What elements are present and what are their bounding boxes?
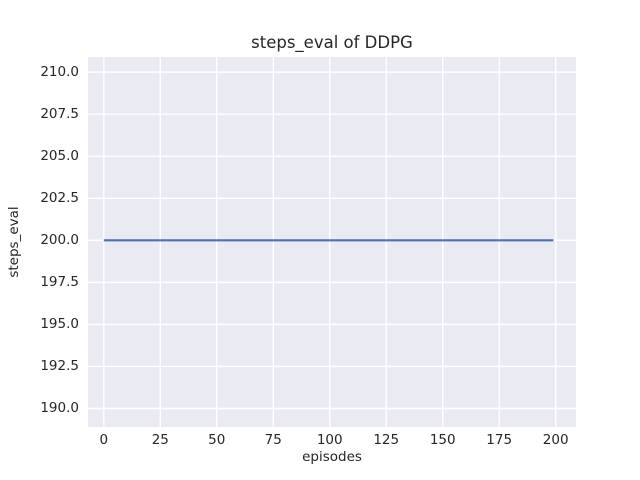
plot-area bbox=[88, 57, 576, 427]
x-tick-label: 0 bbox=[99, 432, 109, 448]
y-tick-label: 202.5 bbox=[40, 189, 79, 206]
y-tick-label: 195.0 bbox=[40, 315, 79, 332]
x-axis-label: episodes bbox=[302, 449, 362, 465]
x-tick-label: 150 bbox=[429, 432, 456, 448]
x-tick-label: 125 bbox=[373, 432, 400, 448]
y-tick-label: 205.0 bbox=[40, 147, 79, 164]
y-tick-label: 190.0 bbox=[40, 400, 79, 416]
y-tick-label: 197.5 bbox=[40, 273, 79, 290]
x-tick-label: 175 bbox=[486, 432, 513, 448]
y-tick-label: 207.5 bbox=[40, 105, 79, 122]
x-tick-label: 50 bbox=[208, 432, 226, 448]
plot-svg bbox=[88, 57, 576, 427]
y-tick-label: 200.0 bbox=[40, 231, 79, 248]
x-tick-label: 25 bbox=[151, 432, 169, 448]
x-tick-label: 75 bbox=[264, 432, 282, 448]
chart-title: steps_eval of DDPG bbox=[251, 33, 413, 52]
x-tick-label: 100 bbox=[316, 432, 343, 448]
y-tick-label: 210.0 bbox=[40, 63, 79, 80]
x-tick-label: 200 bbox=[542, 432, 569, 448]
y-tick-label: 192.5 bbox=[40, 357, 79, 374]
